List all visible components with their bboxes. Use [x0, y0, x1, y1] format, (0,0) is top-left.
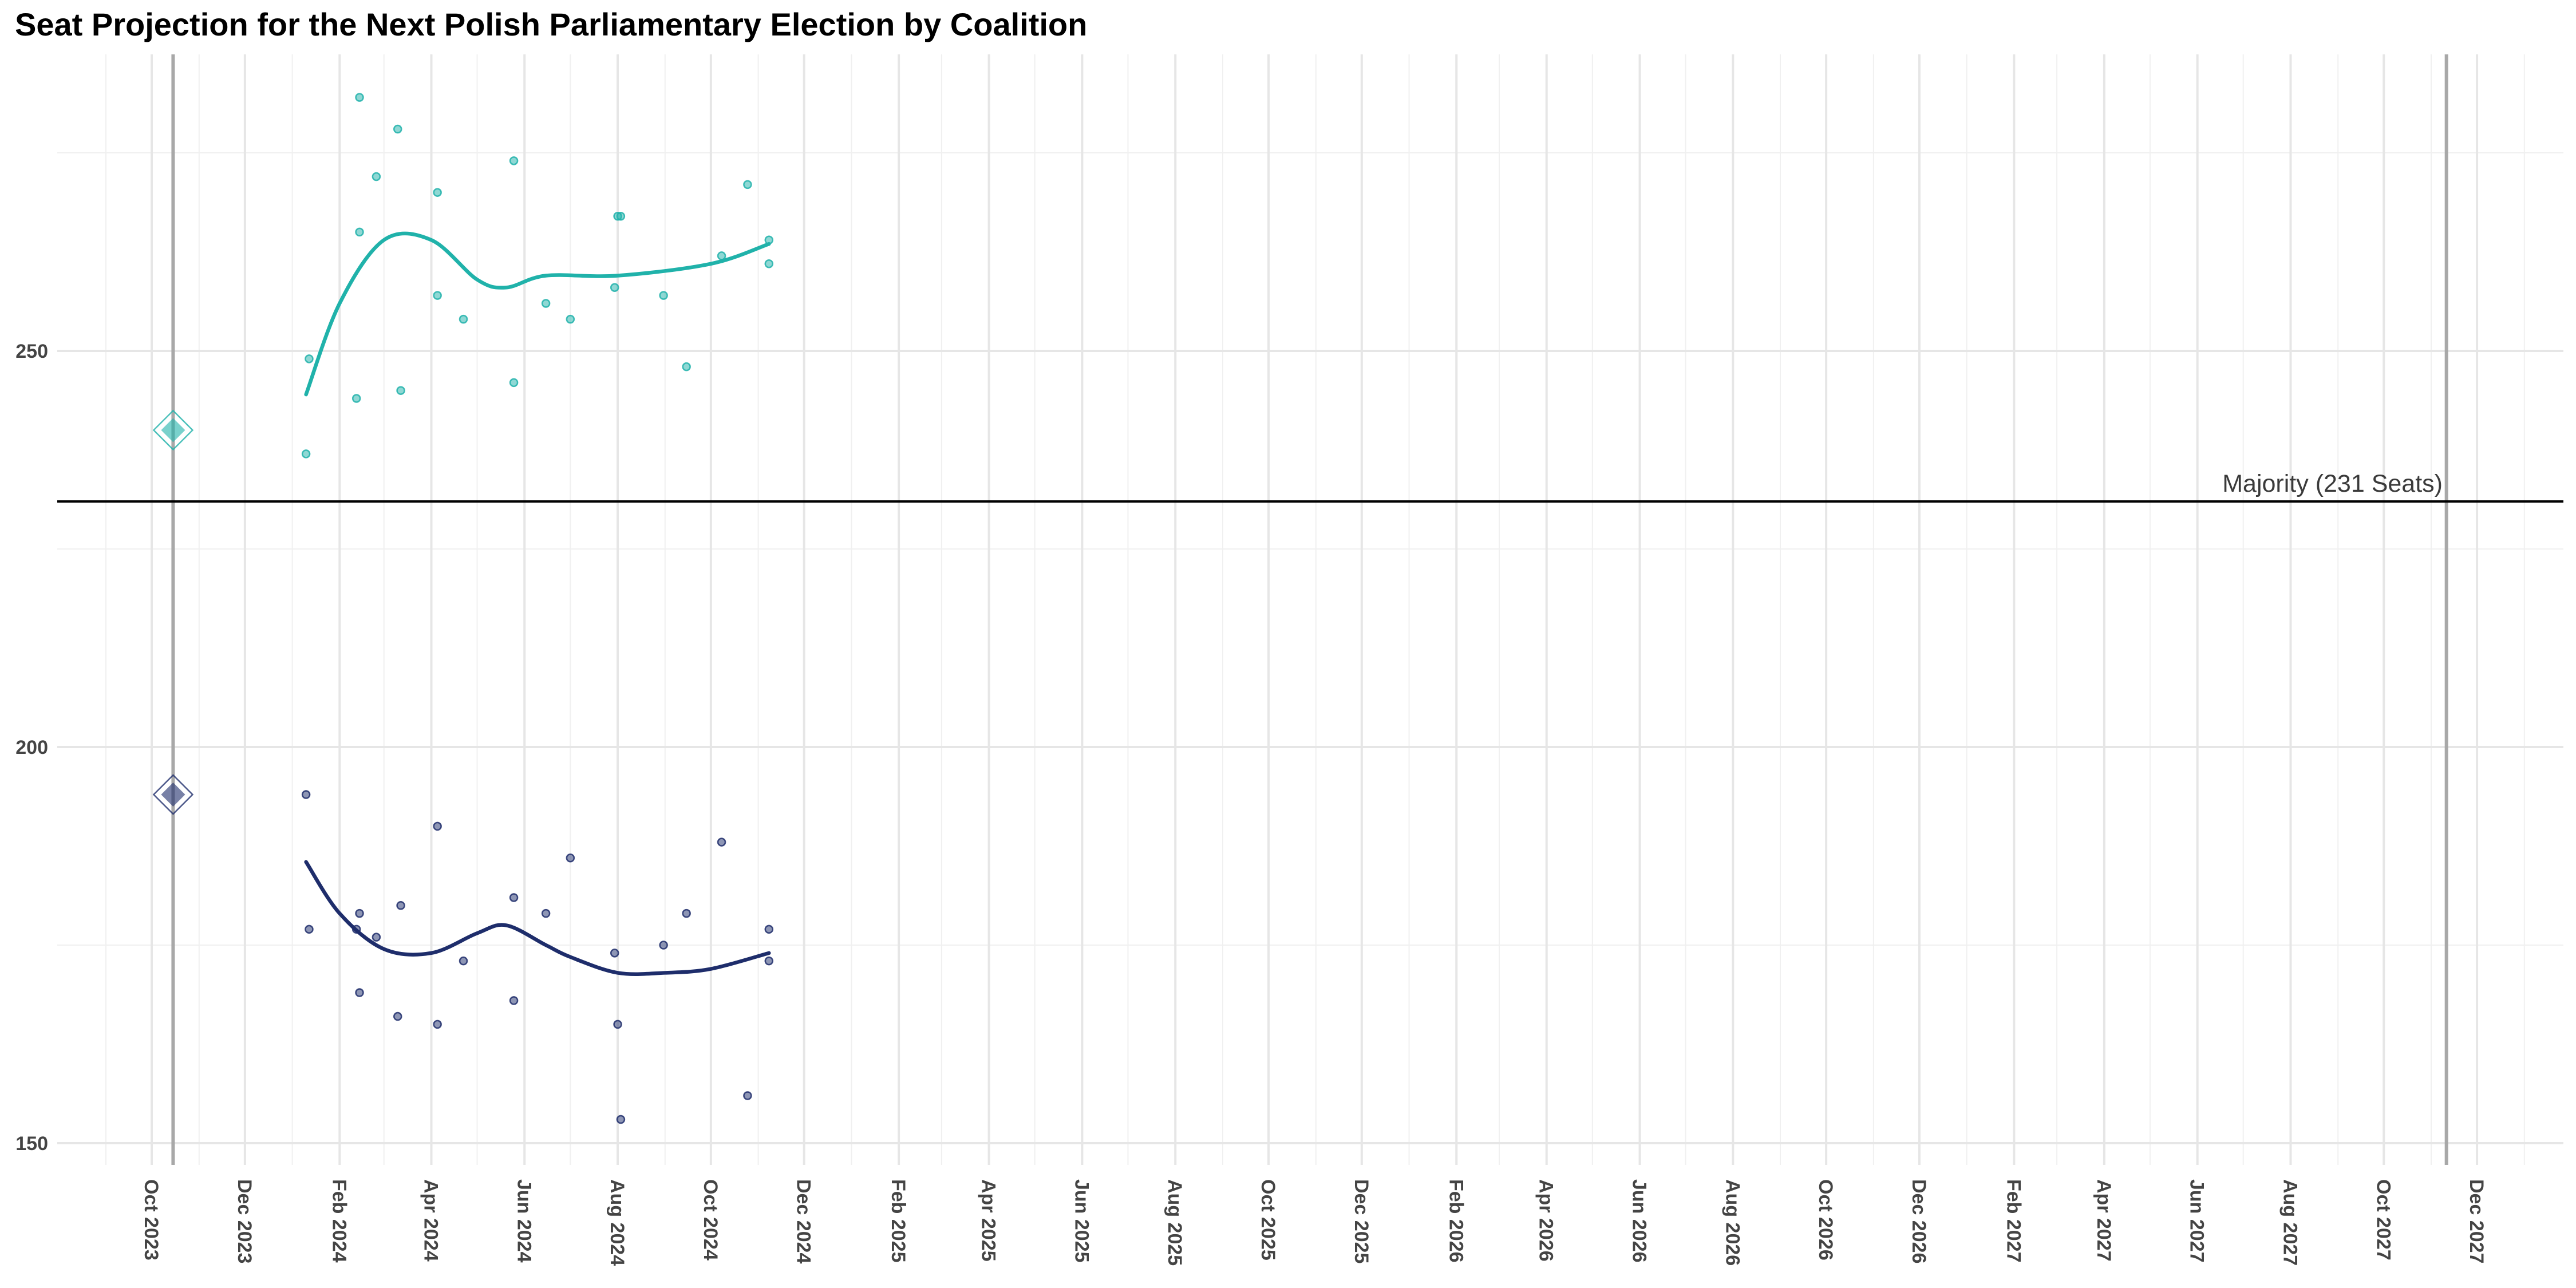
chart-title: Seat Projection for the Next Polish Parl…: [15, 6, 1088, 42]
x-tick-label: Oct 2024: [700, 1179, 721, 1261]
poll-point: [541, 299, 551, 308]
poll-point: [764, 956, 774, 966]
poll-point: [355, 908, 364, 918]
x-tick-label: Feb 2027: [2002, 1179, 2024, 1263]
x-tick-label: Apr 2027: [2093, 1179, 2115, 1262]
poll-point: [393, 124, 402, 134]
poll-point: [566, 314, 575, 324]
x-tick-label: Apr 2024: [420, 1179, 441, 1262]
poll-point: [305, 354, 314, 364]
x-tick-label: Apr 2026: [1535, 1179, 1557, 1262]
x-tick-label: Jun 2025: [1070, 1179, 1092, 1263]
x-tick-label: Dec 2027: [2466, 1179, 2487, 1263]
x-tick-label: Feb 2025: [887, 1179, 909, 1263]
majority-label: Majority (231 Seats): [2222, 470, 2443, 497]
poll-point: [433, 821, 442, 831]
election-result-outline: [152, 774, 194, 815]
x-tick-label: Oct 2026: [1815, 1179, 1836, 1261]
x-tick-label: Feb 2024: [328, 1179, 350, 1263]
x-tick-label: Jun 2027: [2186, 1179, 2208, 1263]
poll-point: [355, 227, 364, 237]
poll-point: [616, 211, 626, 221]
x-tick-label: Dec 2026: [1908, 1179, 1930, 1263]
x-tick-label: Jun 2024: [513, 1179, 535, 1263]
poll-point: [509, 156, 519, 165]
major-gridlines: [57, 54, 2563, 1165]
x-tick-label: Aug 2025: [1164, 1179, 1186, 1266]
poll-point: [616, 1115, 626, 1124]
poll-point: [743, 180, 752, 189]
poll-point: [610, 949, 619, 958]
y-tick-label: 150: [15, 1133, 48, 1155]
poll-point: [613, 1020, 622, 1029]
poll-point: [509, 893, 519, 902]
poll-point: [393, 1012, 402, 1021]
x-tick-label: Aug 2027: [2279, 1179, 2301, 1266]
poll-point: [305, 924, 314, 934]
poll-point: [682, 908, 691, 918]
election-result-outline: [152, 409, 194, 451]
x-tick-label: Dec 2024: [793, 1179, 815, 1264]
poll-point: [433, 1020, 442, 1029]
poll-point: [659, 291, 668, 300]
x-tick-label: Dec 2025: [1350, 1179, 1372, 1263]
poll-point: [355, 988, 364, 997]
poll-point: [396, 901, 405, 910]
poll-point: [541, 908, 551, 918]
series-1: [152, 93, 774, 459]
y-tick-label: 200: [15, 737, 48, 758]
poll-point: [396, 386, 405, 395]
minor-gridlines: [57, 54, 2563, 1165]
y-tick-label: 250: [15, 341, 48, 362]
poll-point: [351, 394, 361, 403]
x-tick-label: Dec 2023: [234, 1179, 255, 1263]
poll-point: [433, 291, 442, 300]
poll-point: [459, 956, 468, 966]
x-tick-label: Aug 2026: [1721, 1179, 1743, 1266]
poll-point: [743, 1091, 752, 1100]
poll-point: [764, 259, 774, 268]
x-tick-label: Apr 2025: [978, 1179, 999, 1262]
trend-line: [304, 231, 771, 397]
x-tick-label: Feb 2026: [1445, 1179, 1467, 1263]
trend-line: [304, 860, 771, 977]
x-tick-label: Oct 2025: [1257, 1179, 1279, 1261]
x-tick-label: Oct 2023: [140, 1179, 162, 1261]
data-marks: [152, 93, 774, 1124]
poll-point: [301, 790, 311, 799]
poll-point: [610, 283, 619, 293]
election-result-diamond: [161, 418, 185, 442]
series-2: [152, 774, 774, 1124]
poll-point: [459, 314, 468, 324]
poll-point: [372, 172, 381, 181]
poll-point: [355, 93, 364, 102]
reference-lines: Majority (231 Seats): [57, 54, 2563, 1165]
x-tick-label: Aug 2024: [606, 1179, 628, 1266]
poll-point: [717, 837, 726, 847]
x-tick-label: Jun 2026: [1629, 1179, 1650, 1263]
poll-point: [764, 924, 774, 934]
x-tick-label: Oct 2027: [2372, 1179, 2394, 1261]
poll-point: [509, 996, 519, 1005]
poll-point: [372, 933, 381, 942]
poll-point: [682, 362, 691, 372]
poll-point: [659, 941, 668, 950]
poll-point: [433, 188, 442, 197]
axis-tick-labels: 150 200 250 Oct 2023 Dec 2023 Feb 2024 Apr 202…: [15, 341, 2487, 1266]
poll-point: [509, 378, 519, 388]
poll-point: [301, 449, 311, 459]
poll-point: [566, 854, 575, 863]
election-result-diamond: [161, 783, 185, 807]
